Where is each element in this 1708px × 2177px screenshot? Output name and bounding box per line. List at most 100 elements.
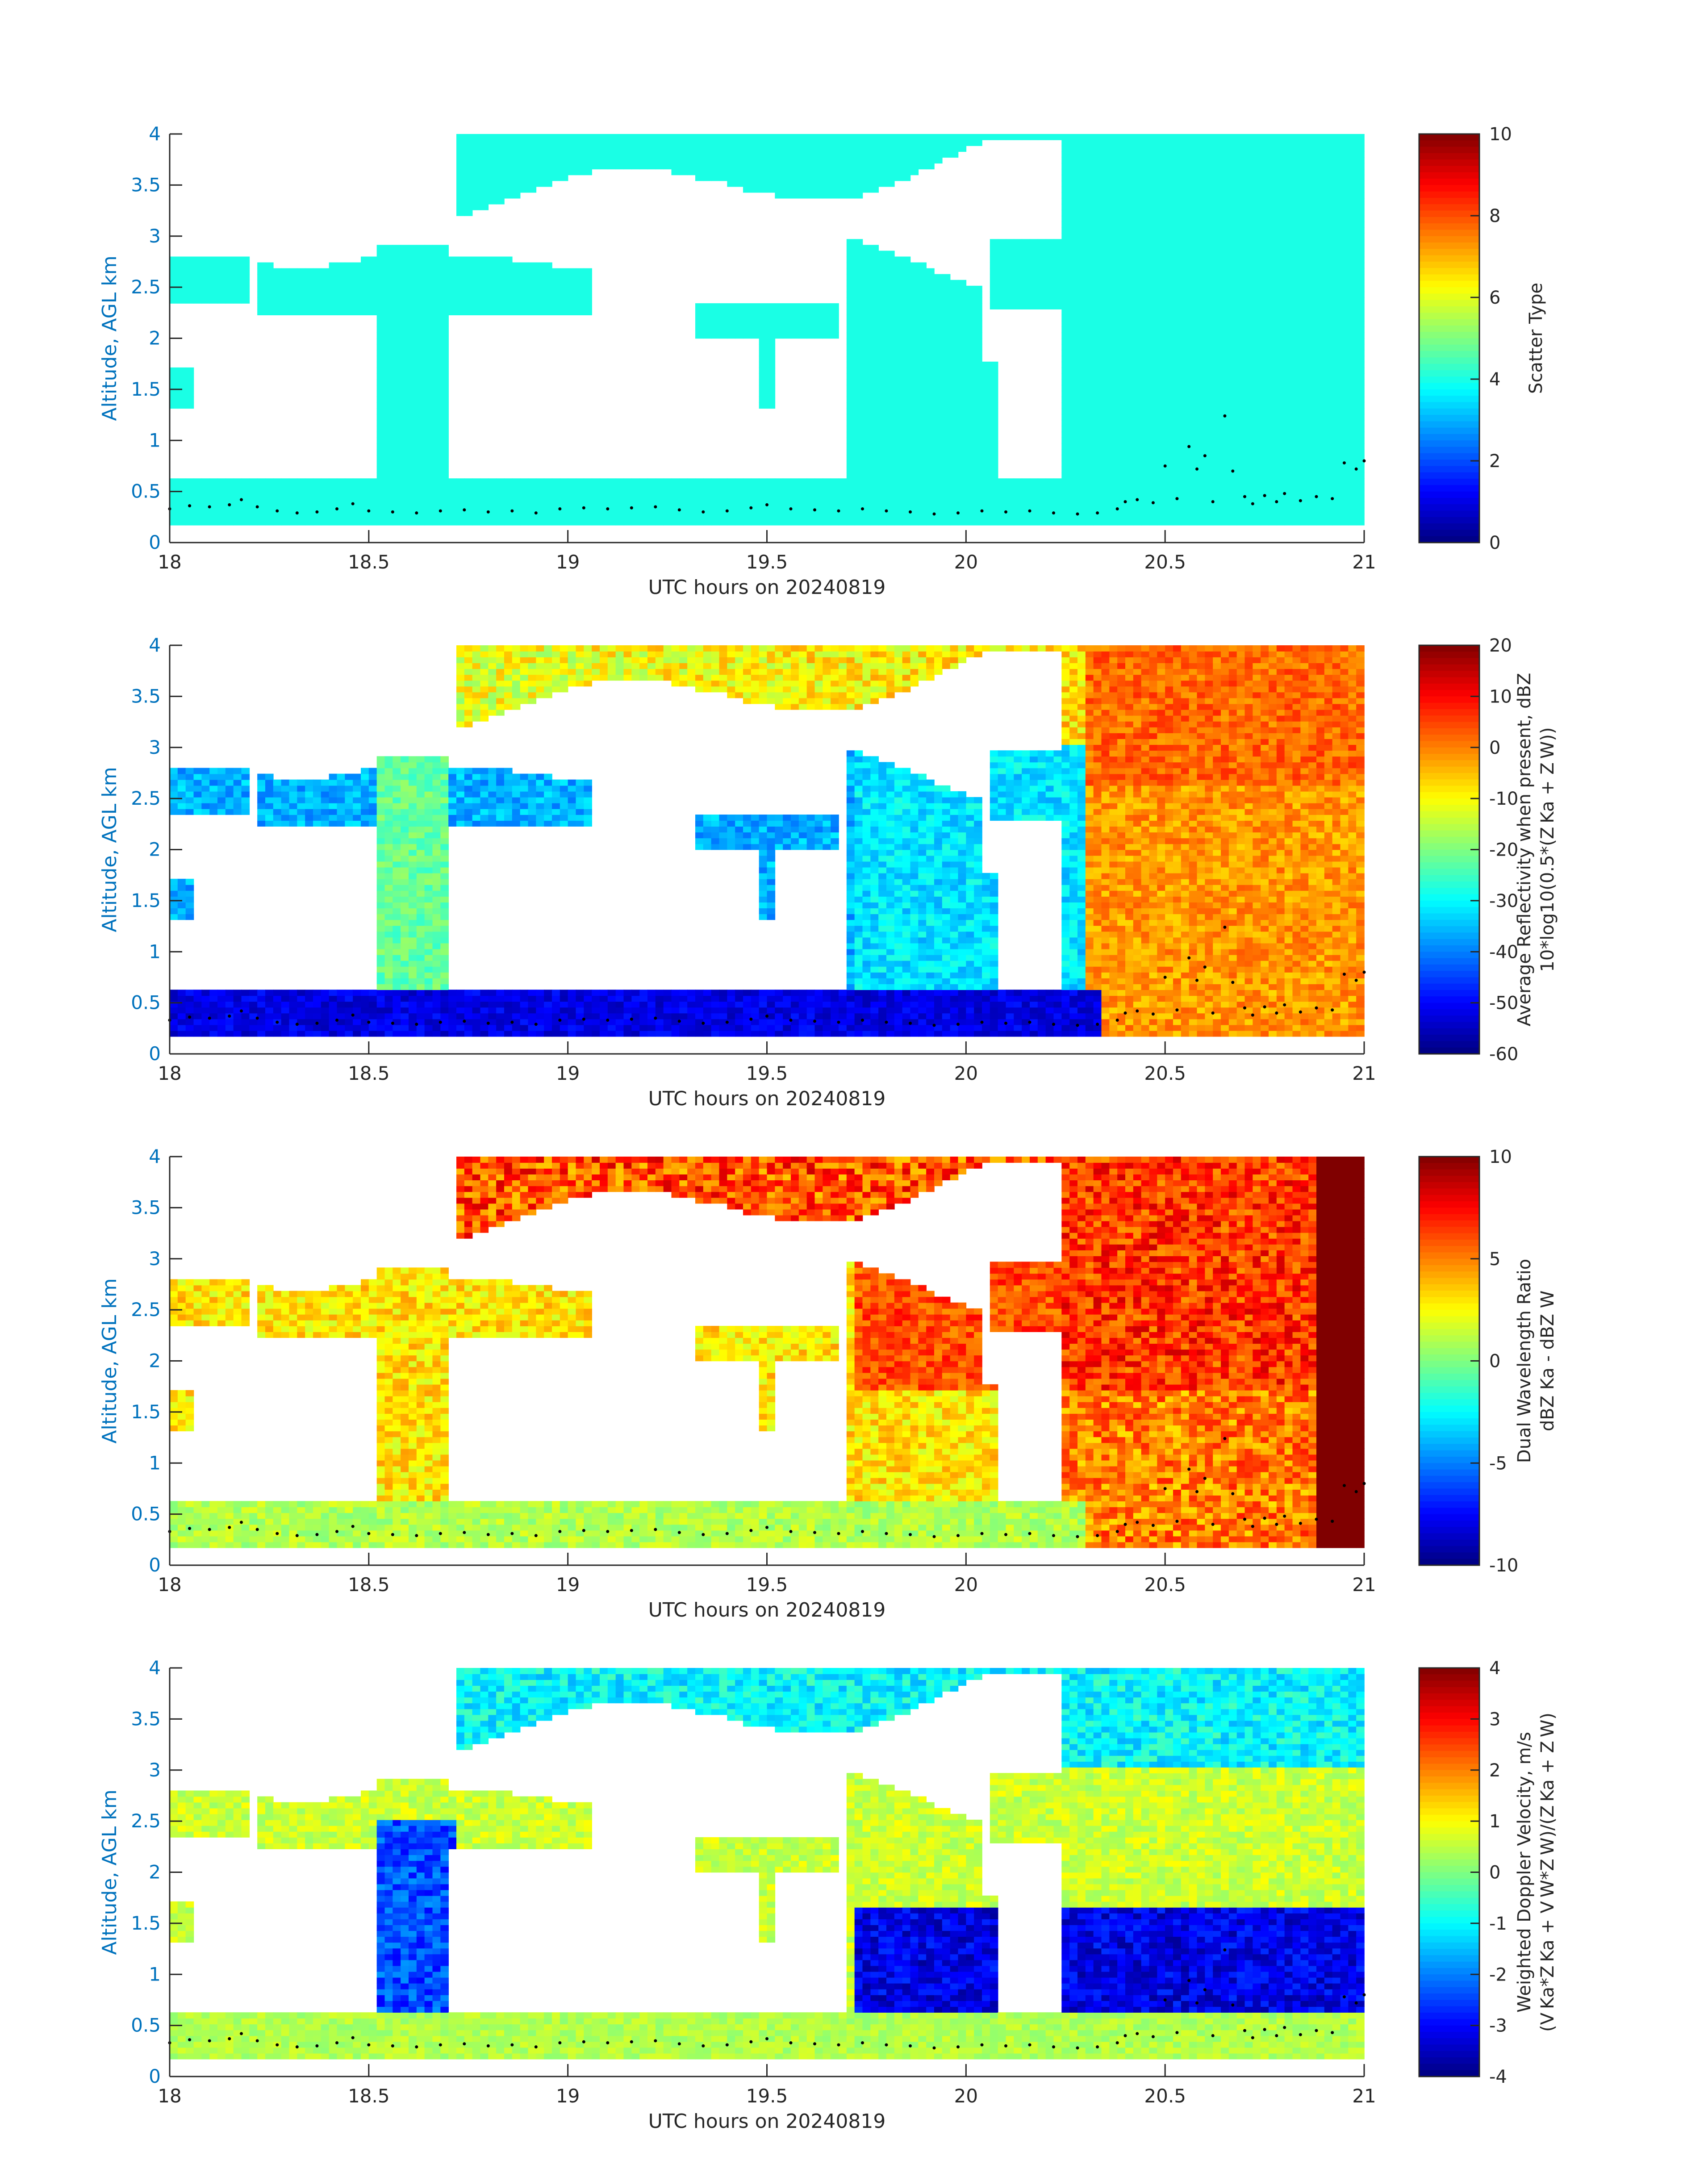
heatmap-cell bbox=[1173, 268, 1182, 275]
heatmap-cell bbox=[1197, 467, 1206, 473]
heatmap-cell bbox=[1069, 501, 1078, 508]
heatmap-cell bbox=[1149, 361, 1158, 368]
heatmap-cell bbox=[854, 134, 863, 140]
heatmap-cell bbox=[361, 274, 369, 280]
heatmap-cell bbox=[1157, 472, 1165, 479]
heatmap-cell bbox=[942, 361, 951, 368]
heatmap-cell bbox=[1061, 268, 1070, 275]
heatmap-cell bbox=[1149, 501, 1158, 508]
heatmap-cell bbox=[368, 291, 377, 298]
heatmap-cell bbox=[472, 285, 481, 292]
heatmap-cell bbox=[544, 134, 552, 140]
heatmap-cell bbox=[974, 484, 982, 491]
heatmap-cell bbox=[201, 274, 210, 280]
heatmap-cell bbox=[767, 180, 776, 187]
heatmap-cell bbox=[1117, 262, 1126, 269]
heatmap-cell bbox=[1236, 426, 1245, 432]
heatmap-cell bbox=[424, 379, 433, 385]
heatmap-cell bbox=[1269, 367, 1277, 374]
heatmap-cell bbox=[783, 192, 791, 199]
heatmap-cell bbox=[1269, 209, 1277, 216]
heatmap-cell bbox=[671, 140, 680, 146]
heatmap-cell bbox=[209, 280, 218, 286]
heatmap-cell bbox=[1189, 239, 1198, 246]
heatmap-cell bbox=[257, 478, 266, 485]
heatmap-cell bbox=[512, 146, 521, 152]
heatmap-cell bbox=[910, 443, 919, 450]
heatmap-cell bbox=[592, 478, 600, 485]
heatmap-cell bbox=[488, 285, 497, 292]
heatmap-cell bbox=[1077, 519, 1086, 526]
heatmap-cell bbox=[416, 478, 425, 485]
heatmap-cell bbox=[998, 501, 1006, 508]
heatmap-cell bbox=[854, 180, 863, 187]
heatmap-cell bbox=[1221, 321, 1229, 327]
heatmap-cell bbox=[1189, 379, 1198, 385]
heatmap-cell bbox=[217, 256, 226, 263]
heatmap-cell bbox=[1269, 134, 1277, 140]
heatmap-cell bbox=[1276, 338, 1285, 345]
heatmap-cell bbox=[1213, 519, 1221, 526]
heatmap-cell bbox=[902, 361, 911, 368]
heatmap-cell bbox=[265, 303, 274, 309]
heatmap-cell bbox=[966, 140, 974, 146]
heatmap-cell bbox=[384, 385, 393, 391]
heatmap-cell bbox=[870, 408, 879, 415]
heatmap-cell bbox=[1221, 467, 1229, 473]
heatmap-cell bbox=[504, 490, 513, 497]
heatmap-cell bbox=[934, 350, 943, 356]
heatmap-cell bbox=[576, 285, 585, 292]
heatmap-cell bbox=[1181, 262, 1190, 269]
heatmap-cell bbox=[926, 332, 935, 339]
heatmap-cell bbox=[1165, 163, 1173, 170]
heatmap-cell bbox=[870, 297, 879, 304]
heatmap-cell bbox=[854, 443, 863, 450]
heatmap-cell bbox=[480, 140, 489, 146]
heatmap-cell bbox=[655, 513, 664, 520]
heatmap-cell bbox=[798, 186, 807, 193]
heatmap-cell bbox=[862, 478, 871, 485]
heatmap-cell bbox=[1181, 338, 1190, 345]
heatmap-cell bbox=[1261, 221, 1269, 228]
heatmap-cell bbox=[902, 496, 911, 502]
heatmap-cell bbox=[918, 157, 927, 164]
heatmap-cell bbox=[1006, 478, 1015, 485]
heatmap-cell bbox=[1109, 198, 1118, 205]
heatmap-cell bbox=[775, 315, 783, 322]
heatmap-cell bbox=[831, 315, 839, 322]
heatmap-cell bbox=[1236, 186, 1245, 193]
heatmap-cell bbox=[886, 391, 895, 397]
heatmap-cell bbox=[910, 373, 919, 380]
heatmap-cell bbox=[1141, 192, 1150, 199]
heatmap-cell bbox=[401, 397, 409, 403]
heatmap-cell bbox=[727, 332, 735, 339]
heatmap-cell bbox=[1117, 280, 1126, 286]
heatmap-cell bbox=[361, 291, 369, 298]
heatmap-cell bbox=[185, 379, 194, 385]
heatmap-cell bbox=[814, 332, 823, 339]
heatmap-cell bbox=[576, 151, 585, 158]
heatmap-cell bbox=[1261, 414, 1269, 421]
heatmap-cell bbox=[926, 519, 935, 526]
heatmap-cell bbox=[910, 157, 919, 164]
heatmap-cell bbox=[313, 513, 322, 520]
heatmap-cell bbox=[798, 309, 807, 316]
heatmap-cell bbox=[1077, 285, 1086, 292]
heatmap-cell bbox=[488, 268, 497, 275]
heatmap-cell bbox=[217, 490, 226, 497]
heatmap-cell bbox=[1221, 297, 1229, 304]
heatmap-cell bbox=[432, 326, 441, 333]
heatmap-cell bbox=[950, 285, 959, 292]
heatmap-cell bbox=[1221, 303, 1229, 309]
heatmap-cell bbox=[496, 519, 505, 526]
heatmap-cell bbox=[806, 169, 815, 175]
heatmap-cell bbox=[1261, 309, 1269, 316]
heatmap-cell bbox=[870, 373, 879, 380]
heatmap-cell bbox=[1173, 367, 1182, 374]
heatmap-cell bbox=[1117, 431, 1126, 438]
heatmap-cell bbox=[504, 256, 513, 263]
heatmap-cell bbox=[751, 326, 760, 333]
heatmap-cell bbox=[1022, 239, 1030, 246]
heatmap-cell bbox=[1228, 484, 1237, 491]
heatmap-cell bbox=[409, 431, 417, 438]
